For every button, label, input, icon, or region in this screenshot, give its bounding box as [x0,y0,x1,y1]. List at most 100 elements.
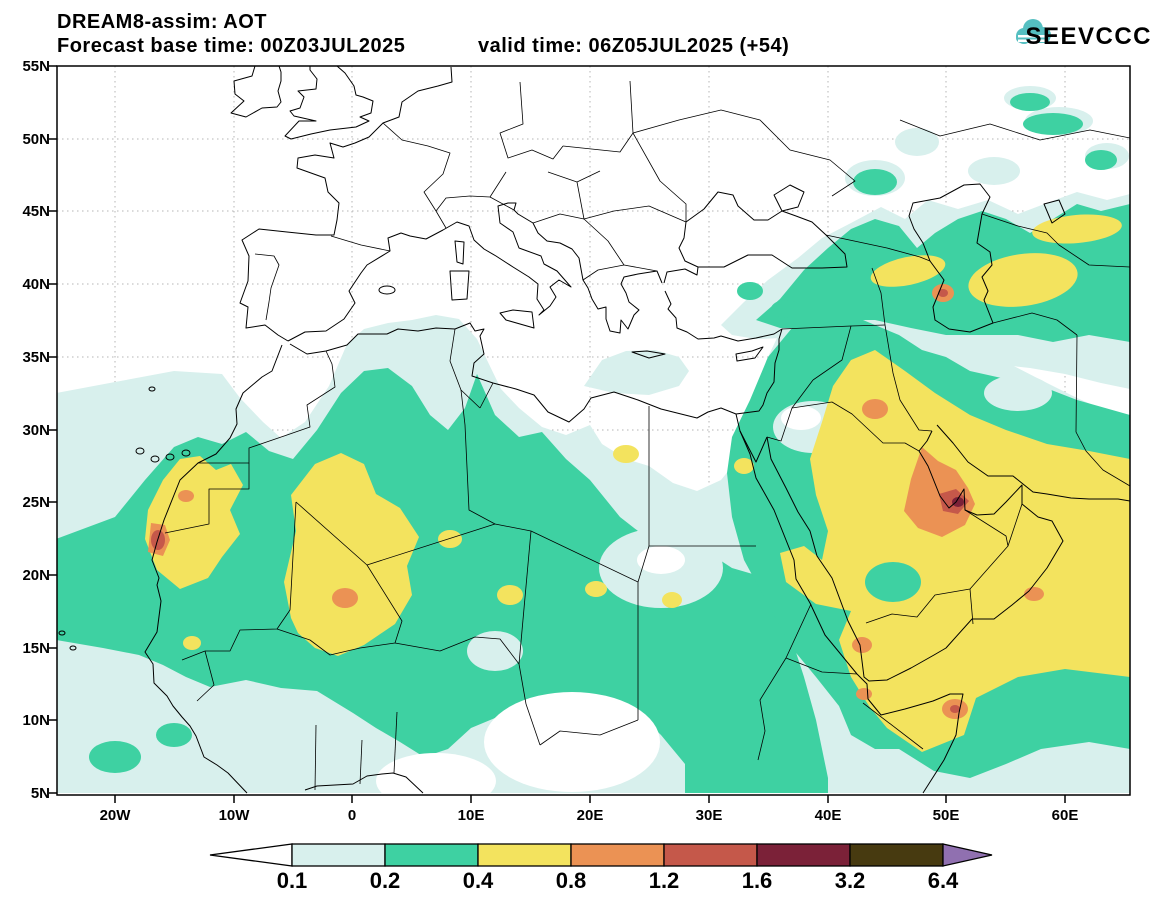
lat-tick-label: 20N [22,567,50,584]
fill-low-pocket-sudan [637,546,685,574]
colorbar-segment [849,843,944,867]
island [135,447,145,455]
border-path [981,213,1130,268]
lon-tick-label: 50E [933,807,960,824]
coastline-path [663,266,699,284]
lat-tick-label: 25N [22,494,50,511]
border-path [394,636,527,705]
colorbar-segment [477,843,572,867]
fill-aot-0p2-patch [771,300,801,318]
border-path [632,132,687,222]
border-path [632,109,856,197]
coastline-path [144,344,283,794]
border-path [276,564,403,656]
contour-fills [57,86,1130,795]
fill-low-pocket-guinea [376,753,496,795]
coastline-path [284,66,374,140]
coastline-path [230,66,282,118]
fill-aot-0p4-spot [662,592,682,608]
border-path [583,205,687,223]
colorbar-arrow-high [942,843,993,867]
valid-time: valid time: 06Z05JUL2025 (+54) [478,35,789,57]
coastline-path [936,424,1130,502]
fill-aot-0p2-sahara-band [57,368,828,793]
border-path [449,328,481,409]
fill-aot-0p1-south-of-crete [584,350,689,395]
coastline-path [499,309,535,329]
island [150,455,160,463]
colorbar-label: 0.1 [277,868,308,893]
border-path [992,312,1078,336]
fill-aot-0p2-patch [1023,113,1083,135]
fill-aot-0p2-patch [156,723,192,747]
border-path [254,253,280,321]
border-path [532,213,585,224]
coastline-path [631,350,666,359]
border-path [637,545,650,583]
logo-text: SEEVCCC [1025,23,1152,50]
border-path [435,195,515,212]
lat-tick-label: 45N [22,203,50,220]
border-path [1007,503,1023,547]
fill-aot-0p2-patch [89,741,141,773]
fill-aot-1p6-qatar-core [952,497,964,507]
border-path [825,234,931,262]
lon-tick-label: 10E [458,807,485,824]
border-path [785,657,858,675]
coastline-path [304,772,424,794]
fill-aot-0p2-patch [737,282,763,300]
lon-tick-label: 20E [577,807,604,824]
fill-aot-0p2-patch [1010,93,1050,111]
coastline-path [773,184,805,212]
fill-aot-0p4-spot [734,458,754,474]
lat-tick-label: 15N [22,640,50,657]
colorbar-label: 0.4 [463,868,494,893]
lon-tick-label: 20W [100,807,132,824]
fill-aot-0p4-spot [585,581,607,597]
figure-header: DREAM8-assim: AOT Forecast base time: 00… [57,11,789,57]
border-path [518,530,532,665]
fill-aot-0p8-red-sea [852,637,872,653]
border-path [562,80,634,153]
border-path [382,122,451,229]
coastline-path [766,430,1064,682]
island [58,630,66,636]
coastline-path [735,413,768,463]
border-path [539,719,639,746]
border-path [582,264,658,281]
border-path [314,724,317,791]
fill-aot-1p2-caspian-core [938,289,948,297]
border-path [196,650,215,702]
border-path [791,401,920,452]
fill-aot-0p1-patch [895,128,939,156]
fill-aot-0p8-spot [178,490,194,502]
border-path [884,324,933,432]
lat-tick-label: 5N [31,785,50,802]
coastline-path [449,270,470,301]
border-path [865,509,1009,624]
fill-aot-0p8-oman [1024,587,1044,601]
fill-low-pocket-levant [781,406,821,430]
fill-aot-0p4-spot [438,530,462,548]
border-path [198,350,336,464]
border-path [525,703,541,746]
colorbar-label: 6.4 [928,868,959,893]
border-path [969,588,974,625]
fill-aot-0p8-mali [332,588,358,608]
fill-aot-0p8-persian-gulf [904,447,975,537]
colorbar-segment [570,843,665,867]
coastline-path [1043,199,1066,224]
coastlines [58,66,1130,794]
fill-aot-0p4-spot [183,636,201,650]
lon-tick-label: 60E [1052,807,1079,824]
fill-aot-0p4-spot [497,585,523,605]
border-path [1075,334,1130,487]
colorbar-label: 0.2 [370,868,401,893]
fill-aot-0p2-notch-arabia [865,562,921,602]
border-path [871,267,886,326]
border-path [766,379,814,442]
longitude-axis: 20W 10W 0 10E 20E 30E 40E 50E 60E [100,807,1079,824]
lat-tick-label: 40N [22,276,50,293]
fill-aot-0p4-mali-algeria [284,453,419,656]
